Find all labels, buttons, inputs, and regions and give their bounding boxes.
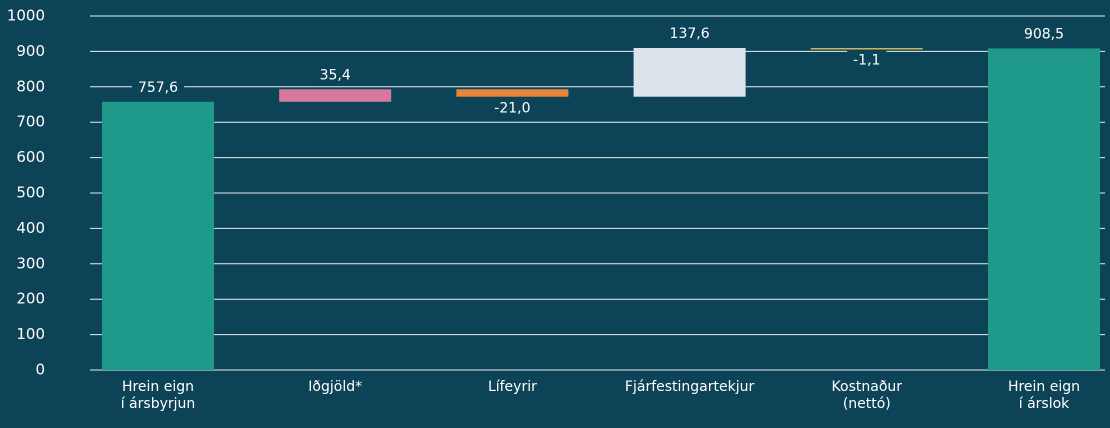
value-label-background (131, 77, 185, 98)
value-label: 908,5 (1024, 26, 1064, 42)
value-label-background (1017, 24, 1071, 45)
y-tick-label: 500 (16, 184, 45, 202)
x-tick-label-line: Hrein eign (1008, 379, 1080, 395)
x-tick-label: Hrein eign í árslok (1008, 379, 1080, 412)
bar (279, 89, 392, 102)
x-tick-label-line: Fjárfestingartekjur (625, 379, 755, 395)
y-tick-label: 600 (16, 148, 45, 166)
bar (988, 48, 1100, 371)
x-tick-label-line: Iðgjöld* (308, 379, 362, 395)
x-tick-label-line: (nettó) (843, 396, 891, 412)
x-tick-label-line: Lífeyrir (488, 379, 537, 395)
value-label: 757,6 (138, 80, 178, 96)
y-tick-label: 100 (16, 325, 45, 343)
value-label: -1,1 (853, 52, 880, 68)
y-tick-label: 700 (16, 113, 45, 131)
value-label-background (847, 50, 887, 71)
value-label-background (488, 98, 537, 119)
x-tick-label: Hrein eign í ársbyrjun (121, 379, 196, 412)
x-tick-label: Fjárfestingartekjur (625, 379, 755, 395)
x-tick-label-line: í ársbyrjun (121, 396, 196, 412)
value-label-background (663, 24, 716, 45)
x-tick-label: Iðgjöld* (308, 379, 362, 395)
y-tick-label: 300 (16, 254, 45, 272)
value-label: -21,0 (494, 101, 530, 117)
bar (102, 101, 214, 370)
y-tick-label: 800 (16, 77, 45, 95)
x-tick-label-line: í árslok (1019, 396, 1070, 412)
x-tick-label: Lífeyrir (488, 379, 537, 395)
y-tick-label: 900 (16, 42, 45, 60)
x-tick-label-line: Hrein eign (122, 379, 194, 395)
bar (633, 48, 746, 97)
value-label-background (313, 65, 357, 86)
y-tick-label: 1000 (7, 7, 45, 25)
value-label: 35,4 (320, 67, 351, 83)
bar (810, 48, 923, 50)
y-tick-label: 400 (16, 219, 45, 237)
value-label: 137,6 (670, 26, 710, 42)
x-tick-label-line: Kostnaður (832, 379, 903, 395)
y-tick-label: 0 (35, 361, 45, 379)
x-tick-label: Kostnaður (nettó) (832, 379, 903, 412)
bar (456, 89, 569, 97)
y-tick-label: 200 (16, 290, 45, 308)
